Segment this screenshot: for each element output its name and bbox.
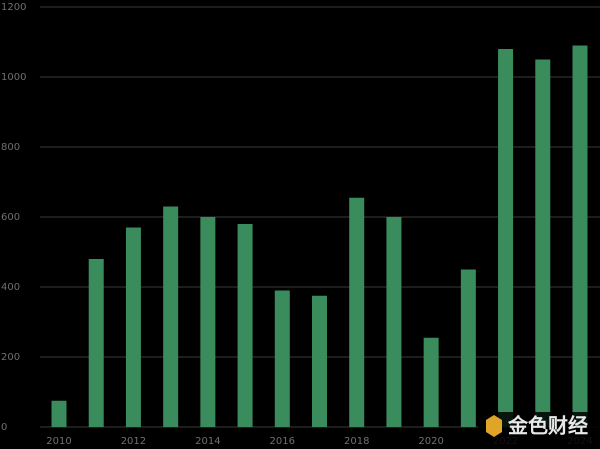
x-tick-label: 2014 xyxy=(195,436,220,447)
y-tick-label: 800 xyxy=(1,142,20,153)
y-tick-label: 1200 xyxy=(1,2,26,13)
x-tick-label: 2018 xyxy=(344,436,369,447)
x-tick-label: 2010 xyxy=(46,436,71,447)
y-tick-label: 1000 xyxy=(1,72,26,83)
y-tick-label: 0 xyxy=(1,422,7,433)
bar xyxy=(51,400,67,427)
bar xyxy=(237,224,253,427)
bar xyxy=(349,197,365,427)
watermark-logo xyxy=(486,415,502,437)
bar xyxy=(386,217,402,427)
bar xyxy=(274,290,290,427)
bar xyxy=(535,59,551,427)
y-tick-label: 200 xyxy=(1,352,20,363)
bar xyxy=(498,49,514,427)
bar xyxy=(200,217,216,427)
x-tick-label: 2012 xyxy=(121,436,146,447)
watermark: 金色财经 xyxy=(507,414,588,438)
bar xyxy=(125,227,141,427)
bar xyxy=(88,259,104,427)
bar xyxy=(163,206,179,427)
bar xyxy=(312,295,327,427)
bar xyxy=(572,45,588,427)
bar xyxy=(460,269,476,427)
x-tick-label: 2020 xyxy=(418,436,443,447)
x-tick-label: 2016 xyxy=(270,436,295,447)
bar xyxy=(423,337,439,427)
y-tick-label: 400 xyxy=(1,282,20,293)
y-tick-label: 600 xyxy=(1,212,20,223)
